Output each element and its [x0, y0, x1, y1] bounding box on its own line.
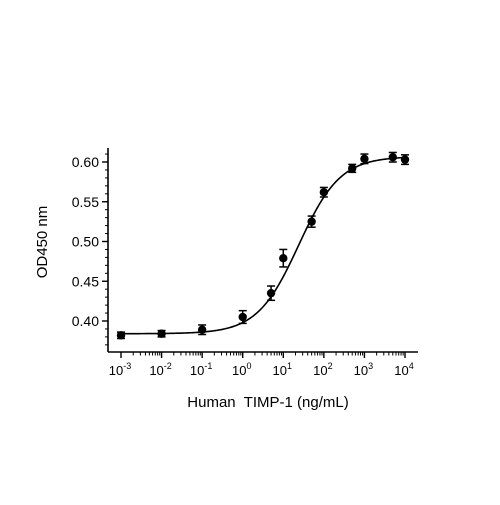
data-point [360, 154, 369, 164]
data-point [197, 325, 207, 334]
fit-curve [120, 156, 406, 335]
x-tick-label: 102 [313, 361, 332, 378]
data-point [348, 164, 357, 173]
data-point [157, 329, 166, 338]
y-tick-label: 0.55 [72, 194, 99, 210]
data-point [279, 253, 288, 263]
data-point [400, 155, 410, 164]
y-tick-label: 0.50 [72, 234, 99, 250]
y-tick-label: 0.60 [72, 154, 99, 170]
data-point [116, 331, 126, 340]
axes: 0.40 0.45 0.50 0.55 0.60 10-3 10-2 10-1 100 101 10… [72, 148, 418, 378]
fit-curve-group [120, 156, 406, 335]
data-point [238, 312, 247, 322]
data-point [388, 153, 397, 162]
x-tick-label: 104 [394, 361, 413, 378]
x-tick-label: 103 [354, 361, 373, 378]
y-axis-label: OD450 nm [34, 206, 51, 279]
data-points-group [116, 151, 410, 340]
x-tick-label: 100 [232, 361, 251, 378]
data-point [319, 188, 329, 197]
x-tick-label: 101 [273, 361, 292, 378]
y-tick-label: 0.40 [72, 313, 99, 329]
x-tick-label: 10-2 [149, 361, 171, 378]
x-tick-label: 10-1 [190, 361, 212, 378]
data-point [266, 288, 276, 298]
y-tick-label: 0.45 [72, 273, 99, 289]
x-axis-label: Human TIMP-1 (ng/mL) [187, 394, 348, 411]
data-point [307, 217, 316, 226]
x-tick-label: 10-3 [109, 361, 131, 378]
